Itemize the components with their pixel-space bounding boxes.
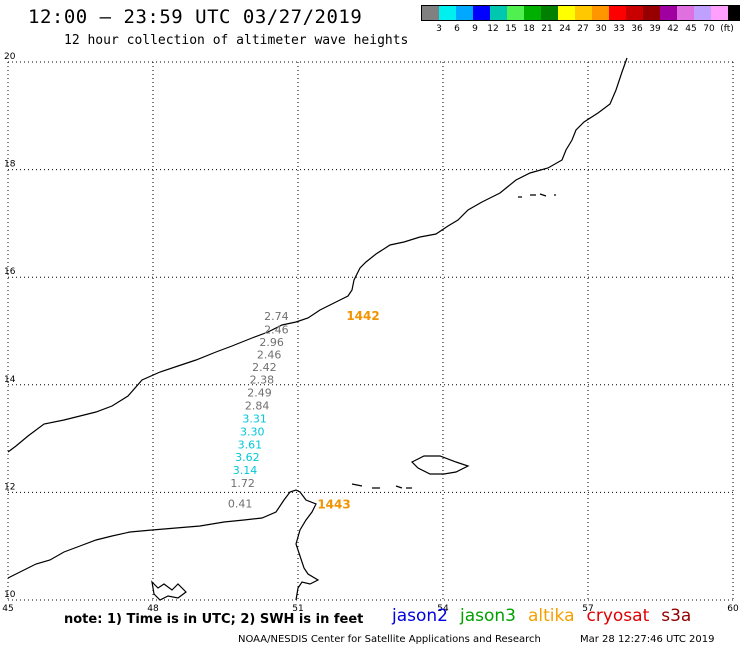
pass-time-labels: 1442 1443	[317, 309, 379, 511]
legend-swatch	[643, 6, 660, 20]
satellite-label-jason3: jason3	[460, 606, 516, 626]
lat-tick-label: 18	[4, 160, 16, 170]
legend-swatch	[541, 6, 558, 20]
satellite-legend: jason2 jason3 altika cryosat s3a	[392, 606, 703, 626]
wave-height-label: 2.46	[264, 324, 289, 337]
wave-height-label: 2.38	[250, 374, 275, 387]
legend-label: 42	[667, 24, 679, 34]
legend-labels: 3 6 9 12 15 18 21 24 27 30 33 36 39 42 45 70 (ft)	[421, 24, 740, 34]
lat-tick-label: 10	[4, 590, 16, 600]
legend-label: 24	[559, 24, 571, 34]
wave-height-color-legend: 3 6 9 12 15 18 21 24 27 30 33 36 39 42 45 70 (ft)	[421, 5, 740, 34]
wave-height-label: 3.62	[235, 451, 260, 464]
legend-label: 27	[577, 24, 589, 34]
legend-swatch	[439, 6, 456, 20]
satellite-label-jason2: jason2	[392, 606, 448, 626]
pass-time-label: 1443	[317, 498, 350, 512]
legend-label: 3	[436, 24, 442, 34]
lon-tick-label: 45	[2, 604, 13, 614]
legend-swatch	[575, 6, 592, 20]
lon-tick-label: 48	[147, 604, 159, 614]
legend-swatch	[660, 6, 677, 20]
wave-height-label: 2.96	[259, 336, 284, 349]
legend-label: 6	[454, 24, 460, 34]
pass-time-label: 1442	[346, 309, 379, 323]
legend-swatch	[711, 6, 728, 20]
wave-height-label: 2.42	[252, 361, 276, 374]
wave-height-label: 1.72	[230, 477, 255, 490]
legend-swatch	[490, 6, 507, 20]
lat-tick-label: 20	[4, 52, 16, 62]
wave-height-label: 2.84	[245, 400, 269, 413]
legend-swatches	[421, 5, 740, 21]
legend-label: 9	[472, 24, 478, 34]
legend-swatch	[456, 6, 473, 20]
legend-label: 15	[505, 24, 517, 34]
legend-label: 36	[631, 24, 643, 34]
legend-swatch	[558, 6, 575, 20]
legend-swatch	[507, 6, 524, 20]
wave-height-label: 3.14	[233, 464, 258, 477]
legend-label: 12	[487, 24, 499, 34]
wave-height-label: 3.30	[240, 425, 265, 438]
footnote: note: 1) Time is in UTC; 2) SWH is in fe…	[64, 612, 364, 627]
lat-tick-label: 14	[4, 375, 16, 385]
legend-swatch	[422, 6, 439, 20]
legend-swatch	[626, 6, 643, 20]
wave-height-label: 2.49	[247, 387, 272, 400]
legend-label: 45	[685, 24, 697, 34]
legend-label: 21	[541, 24, 553, 34]
lon-tick-label: 57	[582, 604, 593, 614]
page-subtitle: 12 hour collection of altimeter wave hei…	[64, 33, 409, 48]
credit-line: NOAA/NESDIS Center for Satellite Applica…	[238, 634, 541, 645]
wave-height-label: 2.46	[257, 348, 282, 361]
legend-label: 18	[523, 24, 535, 34]
kuria-muria-islands	[518, 193, 556, 198]
legend-label: (ft)	[720, 24, 734, 34]
coastal-feature	[151, 580, 187, 601]
coastline-horn-of-africa	[7, 489, 320, 601]
small-islands	[351, 483, 412, 489]
legend-swatch	[694, 6, 711, 20]
legend-swatch	[609, 6, 626, 20]
lat-tick-label: 12	[4, 482, 15, 492]
legend-swatch	[473, 6, 490, 20]
lon-tick-label: 60	[727, 604, 739, 614]
lat-tick-label: 16	[4, 267, 16, 277]
wave-height-label: 2.74	[264, 310, 289, 323]
coastline	[7, 57, 628, 601]
legend-label: 30	[595, 24, 607, 34]
wave-height-label: 3.31	[242, 412, 267, 425]
wave-height-label: 0.41	[228, 497, 253, 510]
satellite-label-altika: altika	[528, 606, 575, 626]
map-grid: 45 48 51 54 57 60 20 18 16 14 12 10	[2, 52, 739, 614]
lon-tick-label: 51	[292, 604, 303, 614]
wave-height-measurements: 2.742.462.962.462.422.382.492.843.313.30…	[228, 310, 289, 510]
generated-timestamp: Mar 28 12:27:46 UTC 2019	[580, 634, 715, 645]
legend-label: 33	[613, 24, 625, 34]
legend-swatch	[677, 6, 694, 20]
coastline-arabia	[7, 57, 628, 453]
legend-label: 70	[703, 24, 715, 34]
legend-swatch	[592, 6, 609, 20]
page-title: 12:00 — 23:59 UTC 03/27/2019	[28, 6, 363, 28]
legend-swatch	[728, 6, 740, 20]
wave-height-label: 3.61	[238, 438, 262, 451]
lon-tick-label: 54	[437, 604, 449, 614]
satellite-label-s3a: s3a	[661, 606, 692, 626]
socotra-island	[410, 455, 470, 475]
satellite-label-cryosat: cryosat	[586, 606, 650, 626]
legend-label: 39	[649, 24, 661, 34]
legend-swatch	[524, 6, 541, 20]
